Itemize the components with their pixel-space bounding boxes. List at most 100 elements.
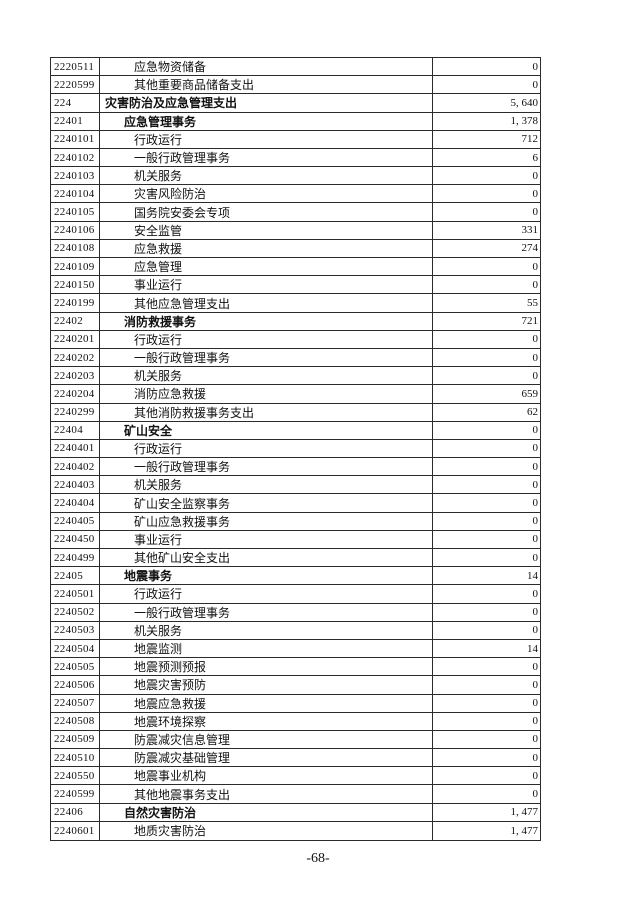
- row-code: 2240102: [51, 148, 100, 167]
- table-row: 22405 地震事务 14: [51, 567, 540, 586]
- row-name: 事业运行: [100, 530, 433, 549]
- table-row: 2240299 其他消防救援事务支出 62: [51, 403, 540, 422]
- row-name: 地震预测预报: [100, 658, 433, 676]
- row-code: 2240601: [51, 821, 100, 840]
- row-amount: 0: [532, 660, 539, 673]
- row-amount: 62: [527, 406, 538, 419]
- row-code: 2240405: [51, 512, 100, 530]
- row-name: 一般行政管理事务: [100, 148, 433, 167]
- table-row: 2240504 地震监测 14: [51, 639, 540, 659]
- row-amount: 0: [532, 60, 539, 73]
- row-amount: 0: [532, 187, 539, 200]
- table-row: 2240506 地震灾害预防 0: [51, 676, 540, 695]
- row-code: 2240106: [51, 221, 100, 239]
- row-amount: 0: [532, 497, 539, 510]
- row-amount: 5, 640: [510, 96, 539, 109]
- row-name: 一般行政管理事务: [100, 348, 433, 367]
- row-amount: 0: [532, 206, 539, 219]
- row-amount: 0: [532, 751, 539, 764]
- row-name: 防震减灾基础管理: [100, 749, 433, 767]
- row-code: 22405: [51, 567, 100, 585]
- table-row: 2240601 地质灾害防治 1, 477: [51, 821, 540, 840]
- row-code: 2240203: [51, 367, 100, 385]
- row-name: 行政运行: [100, 130, 433, 148]
- table-row: 2240150 事业运行 0: [51, 276, 540, 295]
- row-name: 安全监管: [100, 221, 433, 239]
- row-code: 2240508: [51, 712, 100, 730]
- row-code: 2240109: [51, 258, 100, 276]
- row-name: 行政运行: [100, 585, 433, 603]
- table-row: 2240204 消防应急救援 659: [51, 385, 540, 404]
- row-code: 2220599: [51, 76, 100, 94]
- row-name: 矿山应急救援事务: [100, 512, 433, 530]
- table-row: 2240108 应急救援 274: [51, 239, 540, 259]
- row-name: 地震事务: [100, 567, 433, 585]
- row-name: 其他重要商品储备支出: [100, 76, 433, 94]
- row-amount: 0: [532, 278, 539, 291]
- row-code: 2240510: [51, 749, 100, 767]
- row-name: 应急管理: [100, 258, 433, 276]
- row-code: 2240505: [51, 658, 100, 676]
- table-row: 2240403 机关服务 0: [51, 476, 540, 495]
- row-amount: 14: [527, 642, 538, 655]
- table-row: 2220599 其他重要商品储备支出 0: [51, 76, 540, 95]
- row-code: 2240507: [51, 694, 100, 712]
- row-amount: 0: [532, 678, 539, 691]
- row-code: 22406: [51, 803, 100, 821]
- row-name: 行政运行: [100, 330, 433, 348]
- row-code: 224: [51, 94, 100, 112]
- row-name: 消防应急救援: [100, 385, 433, 403]
- row-code: 2240506: [51, 676, 100, 694]
- table-row: 224 灾害防治及应急管理支出 5, 640: [51, 94, 540, 113]
- row-amount: 0: [532, 606, 539, 619]
- table-row: 2240404 矿山安全监察事务 0: [51, 494, 540, 513]
- table-row: 2240499 其他矿山安全支出 0: [51, 549, 540, 568]
- row-name: 灾害防治及应急管理支出: [100, 94, 433, 112]
- table-row: 22406 自然灾害防治 1, 477: [51, 803, 540, 822]
- table-row: 2240507 地震应急救援 0: [51, 694, 540, 713]
- row-amount: 0: [532, 260, 539, 273]
- table-row: 2240201 行政运行 0: [51, 330, 540, 349]
- row-name: 应急管理事务: [100, 112, 433, 130]
- table-row: 2240202 一般行政管理事务 0: [51, 348, 540, 368]
- row-code: 22401: [51, 112, 100, 130]
- row-amount: 721: [521, 315, 539, 328]
- row-amount: 712: [521, 133, 539, 146]
- row-code: 2240504: [51, 639, 100, 658]
- table-row: 2240510 防震减灾基础管理 0: [51, 749, 540, 768]
- table-row: 2240450 事业运行 0: [51, 530, 540, 550]
- row-name: 机关服务: [100, 476, 433, 494]
- row-code: 2240104: [51, 185, 100, 203]
- row-code: 2240599: [51, 785, 100, 803]
- row-code: 2240503: [51, 621, 100, 639]
- row-code: 2240204: [51, 385, 100, 403]
- page-number: -68-: [306, 851, 330, 866]
- row-code: 2240299: [51, 403, 100, 421]
- row-amount: 274: [521, 242, 539, 255]
- row-name: 消防救援事务: [100, 312, 433, 330]
- table-row: 2240104 灾害风险防治 0: [51, 185, 540, 204]
- table-row: 2240103 机关服务 0: [51, 167, 540, 186]
- row-name: 地震环境探察: [100, 712, 433, 730]
- row-amount: 0: [532, 424, 539, 437]
- row-name: 应急物资储备: [100, 58, 433, 76]
- row-amount: 0: [532, 169, 539, 182]
- row-amount: 0: [532, 78, 539, 91]
- table-row: 2240502 一般行政管理事务 0: [51, 603, 540, 622]
- row-name: 地质灾害防治: [100, 821, 433, 840]
- row-code: 2240108: [51, 239, 100, 258]
- row-amount: 1, 477: [510, 824, 539, 837]
- row-code: 2240401: [51, 439, 100, 458]
- row-name: 行政运行: [100, 439, 433, 458]
- row-amount: 55: [527, 297, 538, 309]
- table-row: 2240105 国务院安委会专项 0: [51, 203, 540, 222]
- row-amount: 0: [532, 515, 539, 528]
- row-code: 2240450: [51, 530, 100, 549]
- row-code: 2240402: [51, 458, 100, 476]
- table-row: 2240508 地震环境探察 0: [51, 712, 540, 731]
- row-amount: 331: [521, 224, 539, 237]
- row-code: 2240403: [51, 476, 100, 494]
- table-row: 22401 应急管理事务 1, 378: [51, 112, 540, 131]
- row-amount: 0: [532, 369, 539, 382]
